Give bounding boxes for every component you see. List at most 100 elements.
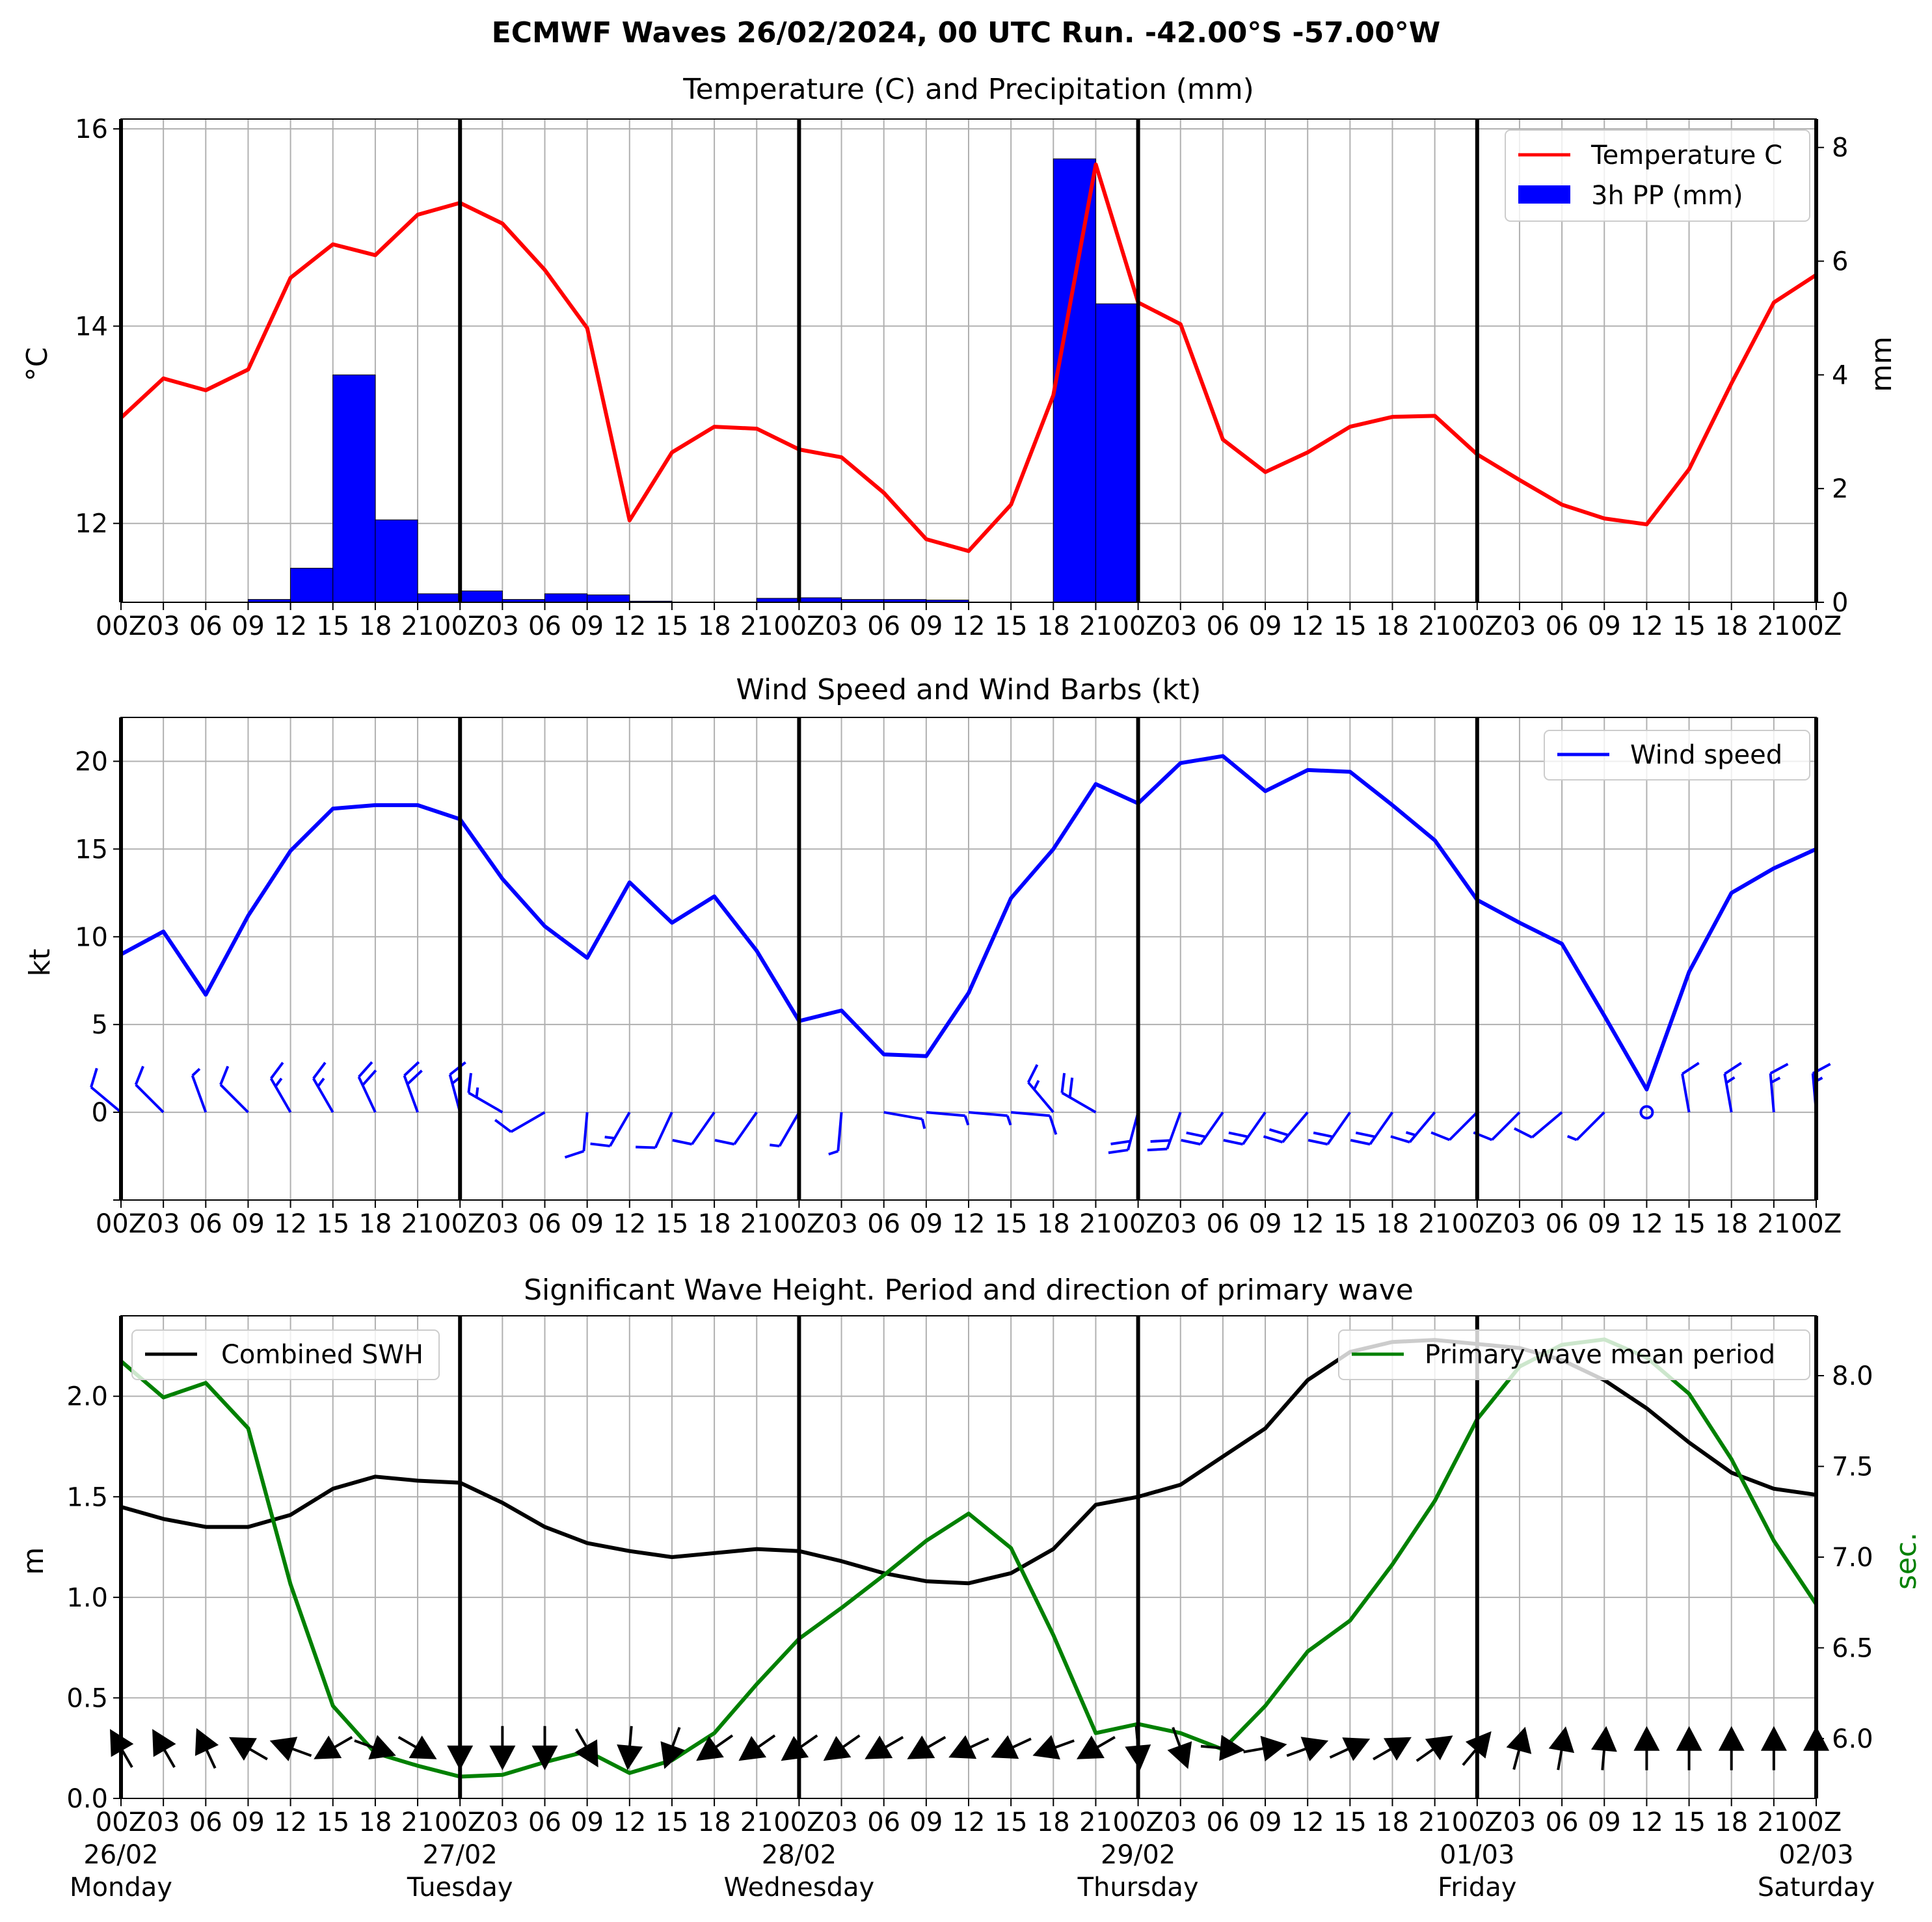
x-tick-label: 00Z <box>435 1209 485 1239</box>
wind-barb-flag <box>564 1149 585 1159</box>
x-tick-label: 09 <box>909 1808 943 1837</box>
wind-barb-half-flag <box>1006 1115 1012 1126</box>
y-right-tick-label: 4 <box>1832 360 1848 390</box>
x-tick-label: 00Z <box>1791 611 1842 641</box>
wind-barb-staff <box>1408 1111 1436 1143</box>
x-tick-label: 06 <box>1206 611 1239 641</box>
x-tick-label: 03 <box>147 611 180 641</box>
wind-barb-staff <box>135 1084 165 1114</box>
x-tick-label: 00Z <box>1791 1808 1842 1837</box>
x-tick-label: 03 <box>1503 611 1536 641</box>
wind-barb-staff <box>269 1078 292 1114</box>
y-tick-label: 16 <box>75 114 108 144</box>
wind-barb-flag <box>1430 1131 1451 1141</box>
wave-arrow-head <box>948 1735 977 1759</box>
wind-barb-half-flag <box>1770 1076 1781 1084</box>
y-tick-label: 15 <box>75 834 108 864</box>
y-tick-label: 20 <box>75 747 108 777</box>
x-tick-label: 12 <box>1630 1808 1663 1837</box>
x-tick-label: 18 <box>1037 1808 1070 1837</box>
wind-barb-staff <box>312 1078 334 1114</box>
wind-barb <box>1263 1111 1309 1143</box>
wind-barb-staff <box>1027 1081 1054 1114</box>
x-tick-label: 03 <box>486 1209 519 1239</box>
x-tick-label: 03 <box>825 1209 858 1239</box>
wave-direction-arrow <box>1286 1737 1329 1761</box>
wave-direction-arrow <box>1077 1735 1116 1759</box>
wave-arrow-head <box>907 1735 935 1759</box>
wind-barb <box>269 1061 292 1114</box>
x-tick-label: 15 <box>995 611 1028 641</box>
wind-barb-staff <box>1681 1073 1691 1113</box>
wave-panel: Significant Wave Height. Period and dire… <box>17 1274 1923 1902</box>
wave-arrow-head <box>1718 1726 1745 1751</box>
wind-barb <box>134 1065 165 1114</box>
precip-bar <box>587 594 630 603</box>
wind-barb-flag <box>590 1142 611 1148</box>
wave-direction-arrow <box>865 1735 904 1759</box>
precip-bars <box>247 158 1139 603</box>
wind-barb-flag <box>1355 1131 1376 1138</box>
wind-barb-staff <box>468 1091 503 1114</box>
x-tick-label: 03 <box>147 1209 180 1239</box>
wind-barb-staff <box>191 1075 208 1113</box>
wave-arrow-head <box>1760 1726 1787 1751</box>
x-tick-label: 15 <box>655 611 688 641</box>
wind-barb <box>590 1112 631 1148</box>
x-tick-label: 15 <box>1334 611 1367 641</box>
wind-barb-staff <box>1531 1111 1563 1139</box>
wave-direction-arrow <box>314 1735 353 1759</box>
precip-bar <box>798 597 842 603</box>
x-tick-label: 00Z <box>435 1808 485 1837</box>
wind-barb-staff <box>609 1112 631 1147</box>
wind-barb <box>564 1112 589 1159</box>
wave-arrow-head <box>1032 1735 1060 1760</box>
x-tick-label: 09 <box>1588 611 1621 641</box>
wave-arrow-head <box>660 1741 686 1769</box>
wind-barb-flag <box>1108 1149 1129 1155</box>
x-tick-label: 09 <box>1588 1209 1621 1239</box>
x-tick-label: 09 <box>570 1209 604 1239</box>
x-tick-label: 18 <box>1037 1209 1070 1239</box>
wave-arrow-head <box>1591 1726 1617 1752</box>
wind-barb <box>494 1111 546 1133</box>
wave-arrow-head <box>1506 1726 1532 1754</box>
wind-barb-staff <box>778 1112 801 1147</box>
wind-barb <box>1390 1111 1436 1143</box>
x-tick-label: 06 <box>189 1808 222 1837</box>
x-tick-label: 09 <box>1249 1808 1282 1837</box>
wind-barb-staff <box>654 1112 673 1149</box>
wind-barb <box>770 1112 801 1148</box>
wind-barb-flag <box>1186 1131 1206 1138</box>
wind-barb-flag <box>1682 1061 1700 1075</box>
wave-arrow-head <box>1425 1735 1453 1761</box>
wind-barb-flag <box>1060 1073 1066 1093</box>
wind-barb <box>1723 1061 1742 1113</box>
wind-barb-half-flag <box>317 1077 325 1088</box>
x-tick-label: 03 <box>825 1808 858 1837</box>
x-tick-label: 18 <box>358 611 392 641</box>
x-tick-label: 03 <box>486 1808 519 1837</box>
x-tick-label: 00Z <box>1452 1808 1503 1837</box>
wind-barb-staff <box>90 1086 122 1114</box>
wind-barb-half-flag <box>1566 1135 1577 1141</box>
wave-direction-arrow <box>1032 1735 1075 1760</box>
y-tick-label: 0.0 <box>66 1784 108 1814</box>
wave-arrow-head <box>991 1735 1019 1759</box>
x-tick-label: 12 <box>613 1209 646 1239</box>
y-right-tick-label: 7.5 <box>1832 1452 1873 1482</box>
legend-wind-speed: Wind speed <box>1630 740 1782 770</box>
day-date-label: 02/03 <box>1778 1840 1853 1870</box>
wind-barb <box>1060 1073 1097 1114</box>
x-tick-label: 00Z <box>773 1209 824 1239</box>
wind-barb-staff <box>926 1111 965 1117</box>
x-tick-label: 15 <box>1334 1808 1367 1837</box>
wind-line-layer <box>120 754 1818 1091</box>
x-tick-label: 18 <box>1715 611 1748 641</box>
x-tick-label: 09 <box>232 1209 265 1239</box>
wave-arrow-head <box>409 1735 437 1759</box>
wind-barb-staff <box>1199 1111 1224 1145</box>
x-tick-label: 00Z <box>435 611 485 641</box>
x-tick-label: 03 <box>1164 1808 1197 1837</box>
wind-barb-flag <box>1147 1147 1168 1152</box>
